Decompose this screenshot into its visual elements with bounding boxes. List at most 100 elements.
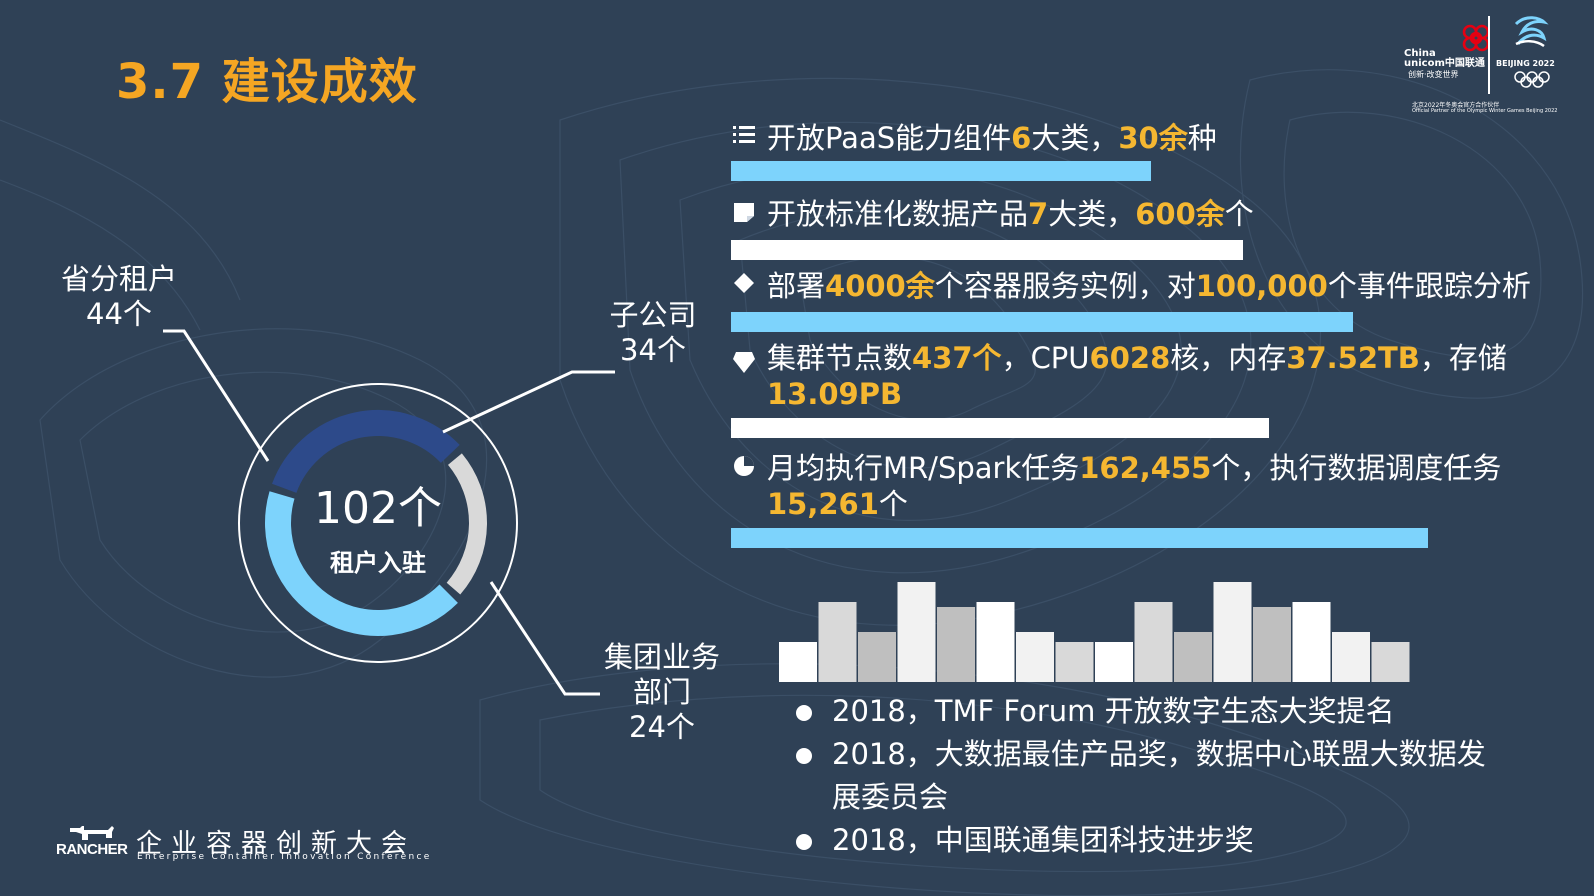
award-item: 2018，大数据最佳产品奖，数据中心联盟大数据发展委员会 [796,733,1516,819]
sponsor-logos: China unicom中国联通 创新·改变世界 BEIJING 2022 北京… [1404,12,1584,122]
text-segment: 个容器服务实例，对 [934,269,1196,303]
text-segment: 集群节点数 [767,341,913,375]
leader-line-group-dept [489,581,600,696]
decor-bar [1095,642,1133,682]
list-icon [731,124,757,150]
highlight-value: 437个 [912,341,1002,375]
text-segment: 大类， [1048,197,1136,231]
segment-name: 省分租户 [60,262,177,296]
stat-item: 月均执行MR/Spark任务162,455个，执行数据调度任务 15,261个 [731,450,1571,550]
decor-bar [937,607,975,682]
stat-item: 部署4000余个容器服务实例，对100,000个事件跟踪分析 [731,268,1571,332]
rancher-cow-icon [70,826,114,840]
text-segment: 个 [1224,197,1254,231]
decor-bar [1253,607,1291,682]
segment-name: 子公司 [609,298,697,332]
stat-bar [731,418,1269,438]
segment-count: 24个 [629,710,695,744]
conference-name-en: Enterprise Container Innovation Conferen… [137,852,432,862]
highlight-value: 6028 [1089,341,1171,375]
decor-bar [976,602,1015,682]
stat-text: 集群节点数437个，CPU6028核，内存37.52TB，存储 13.09PB [767,340,1567,412]
award-text: 2018，中国联通集团科技进步奖 [832,823,1254,857]
stat-item: 开放标准化数据产品7大类，600余个 [731,196,1571,262]
text-segment: 月均执行MR/Spark任务 [767,451,1080,485]
bullet-icon [796,834,812,850]
segment-count: 34个 [620,333,686,367]
decor-bar [1016,632,1054,682]
segment-label-subsidiary: 子公司 34个 [583,298,723,368]
donut-segment [272,410,460,494]
text-segment: 个事件跟踪分析 [1327,269,1531,303]
decor-bar [1134,602,1173,682]
bullet-icon [796,705,812,721]
text-segment: 部署 [767,269,826,303]
leader-line-subsidiary [442,370,615,434]
partner-text-en: Official Partner of the Olympic Winter G… [1412,108,1558,114]
logo-divider [1488,16,1490,94]
donut-total-number: 102个 [314,483,442,534]
note-icon [731,200,757,226]
segment-name-2: 部门 [632,675,691,709]
highlight-value: 162,455 [1079,451,1212,485]
text-segment: 个，执行数据调度任务 [1211,451,1502,485]
award-text: 2018，大数据最佳产品奖，数据中心联盟大数据发展委员会 [832,737,1486,814]
decor-bar [1292,602,1331,682]
stat-text: 开放标准化数据产品7大类，600余个 [767,196,1567,232]
text-segment: 开放PaaS能力组件 [767,121,1012,155]
leader-line-provincial [163,329,270,462]
stat-bar [731,312,1353,332]
decor-bar [818,602,857,682]
highlight-value: 6 [1011,121,1032,155]
unicom-text-2: unicom中国联通 [1404,58,1485,69]
gem-icon [731,350,757,376]
stat-bar [731,161,1151,181]
highlight-value: 15,261 [767,487,879,521]
award-text: 2018，TMF Forum 开放数字生态大奖提名 [832,694,1395,728]
text-segment: 大类， [1031,121,1119,155]
donut-segment [446,453,487,595]
highlight-value: 30余 [1118,121,1188,155]
donut-arcs [265,410,487,636]
highlight-value: 600余 [1135,197,1225,231]
segment-count: 44个 [86,297,152,331]
text-segment: ，CPU [1001,341,1090,375]
text-segment: 核，内存 [1170,341,1287,375]
text-segment: 个 [878,487,908,521]
donut-outer-ring [238,383,518,663]
stat-text: 开放PaaS能力组件6大类，30余种 [767,120,1567,156]
award-item: 2018，中国联通集团科技进步奖 [796,819,1516,862]
decor-bar [1213,582,1252,682]
conference-name-cn: 企业容器创新大会 [136,829,417,859]
decor-bar-chart [779,582,1410,682]
highlight-value: 13.09PB [767,377,903,411]
stat-text: 部署4000余个容器服务实例，对100,000个事件跟踪分析 [767,268,1567,304]
donut-segment [265,491,458,636]
stat-text: 月均执行MR/Spark任务162,455个，执行数据调度任务 15,261个 [767,450,1567,522]
decor-bar [779,642,817,682]
decor-bar [1055,642,1094,682]
stat-item: 开放PaaS能力组件6大类，30余种 [731,120,1571,182]
decor-bar [1174,632,1212,682]
unicom-slogan: 创新·改变世界 [1408,70,1459,79]
highlight-value: 100,000 [1195,269,1328,303]
decor-bar [1332,632,1370,682]
decor-bar [1371,642,1410,682]
partner-text-cn: 北京2022年冬奥会官方合作伙伴 [1412,102,1500,109]
stat-bar [731,528,1428,548]
decor-bar [897,582,936,682]
highlight-value: 37.52TB [1286,341,1420,375]
rancher-logo-text: RANCHER [56,841,128,858]
bullet-icon [796,748,812,764]
decor-bar [858,632,896,682]
text-segment: 开放标准化数据产品 [767,197,1029,231]
text-segment: 种 [1187,121,1217,155]
highlight-value: 4000余 [825,269,935,303]
beijing-2022-text: BEIJING 2022 [1496,59,1555,68]
diamond-icon [731,272,757,298]
page-title: 3.7 建设成效 [116,54,418,110]
beijing-2022-emblem [1514,16,1549,48]
pie-icon [731,454,757,480]
stat-item: 集群节点数437个，CPU6028核，内存37.52TB，存储 13.09PB [731,340,1571,440]
